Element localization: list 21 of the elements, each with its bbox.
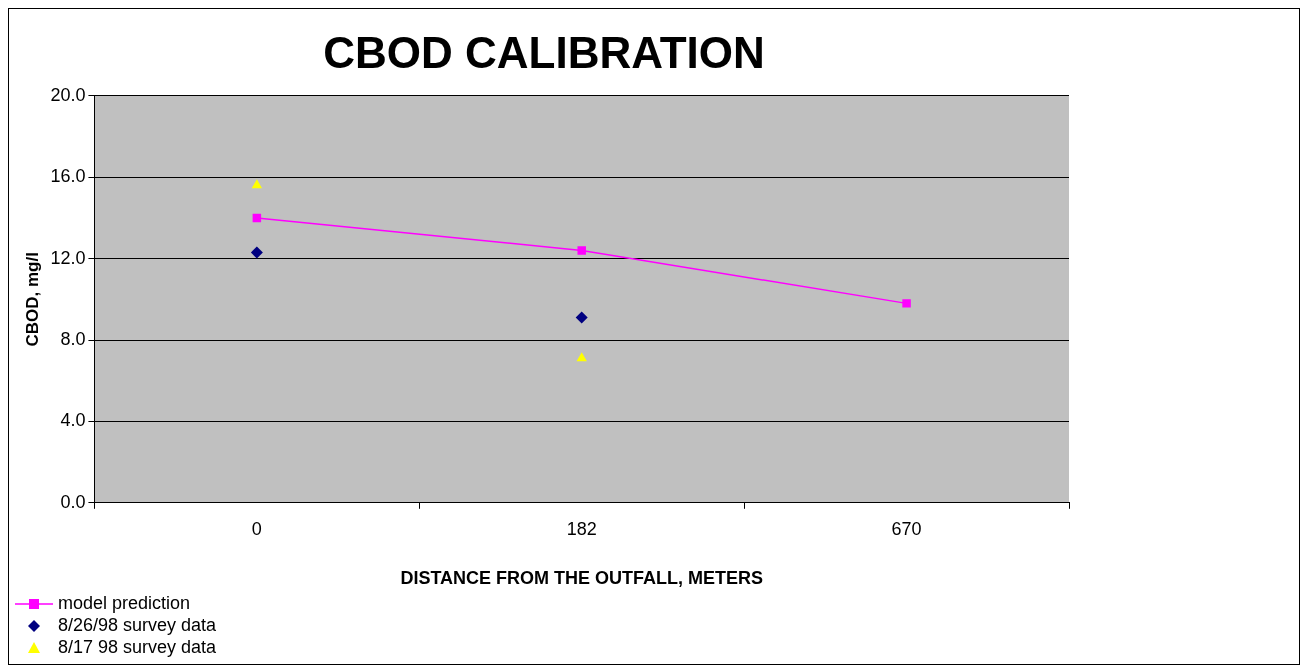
y-tick-label: 4.0: [60, 410, 86, 431]
point: [577, 246, 586, 255]
point: [576, 352, 587, 362]
legend-label: 8/17 98 survey data: [58, 637, 217, 657]
point: [251, 179, 263, 189]
y-tick-label: 20.0: [50, 84, 86, 105]
y-axis-title: CBOD, mg/l: [22, 252, 42, 347]
x-axis-title: DISTANCE FROM THE OUTFALL, METERS: [400, 568, 764, 589]
point: [250, 246, 263, 259]
x-tick-label: 182: [566, 518, 597, 539]
legend-label: 8/26/98 survey data: [58, 615, 217, 635]
chart-title: CBOD CALIBRATION: [323, 27, 765, 77]
y-tick-label: 0.0: [60, 491, 86, 512]
x-tick-label: 0: [251, 518, 262, 539]
x-tick-label: 670: [891, 518, 922, 539]
point: [902, 299, 911, 308]
y-tick-label: 16.0: [50, 166, 86, 187]
y-tick-label: 12.0: [50, 247, 86, 268]
y-tick-label: 8.0: [60, 328, 86, 349]
point: [575, 311, 588, 324]
legend-label: model prediction: [58, 593, 191, 613]
